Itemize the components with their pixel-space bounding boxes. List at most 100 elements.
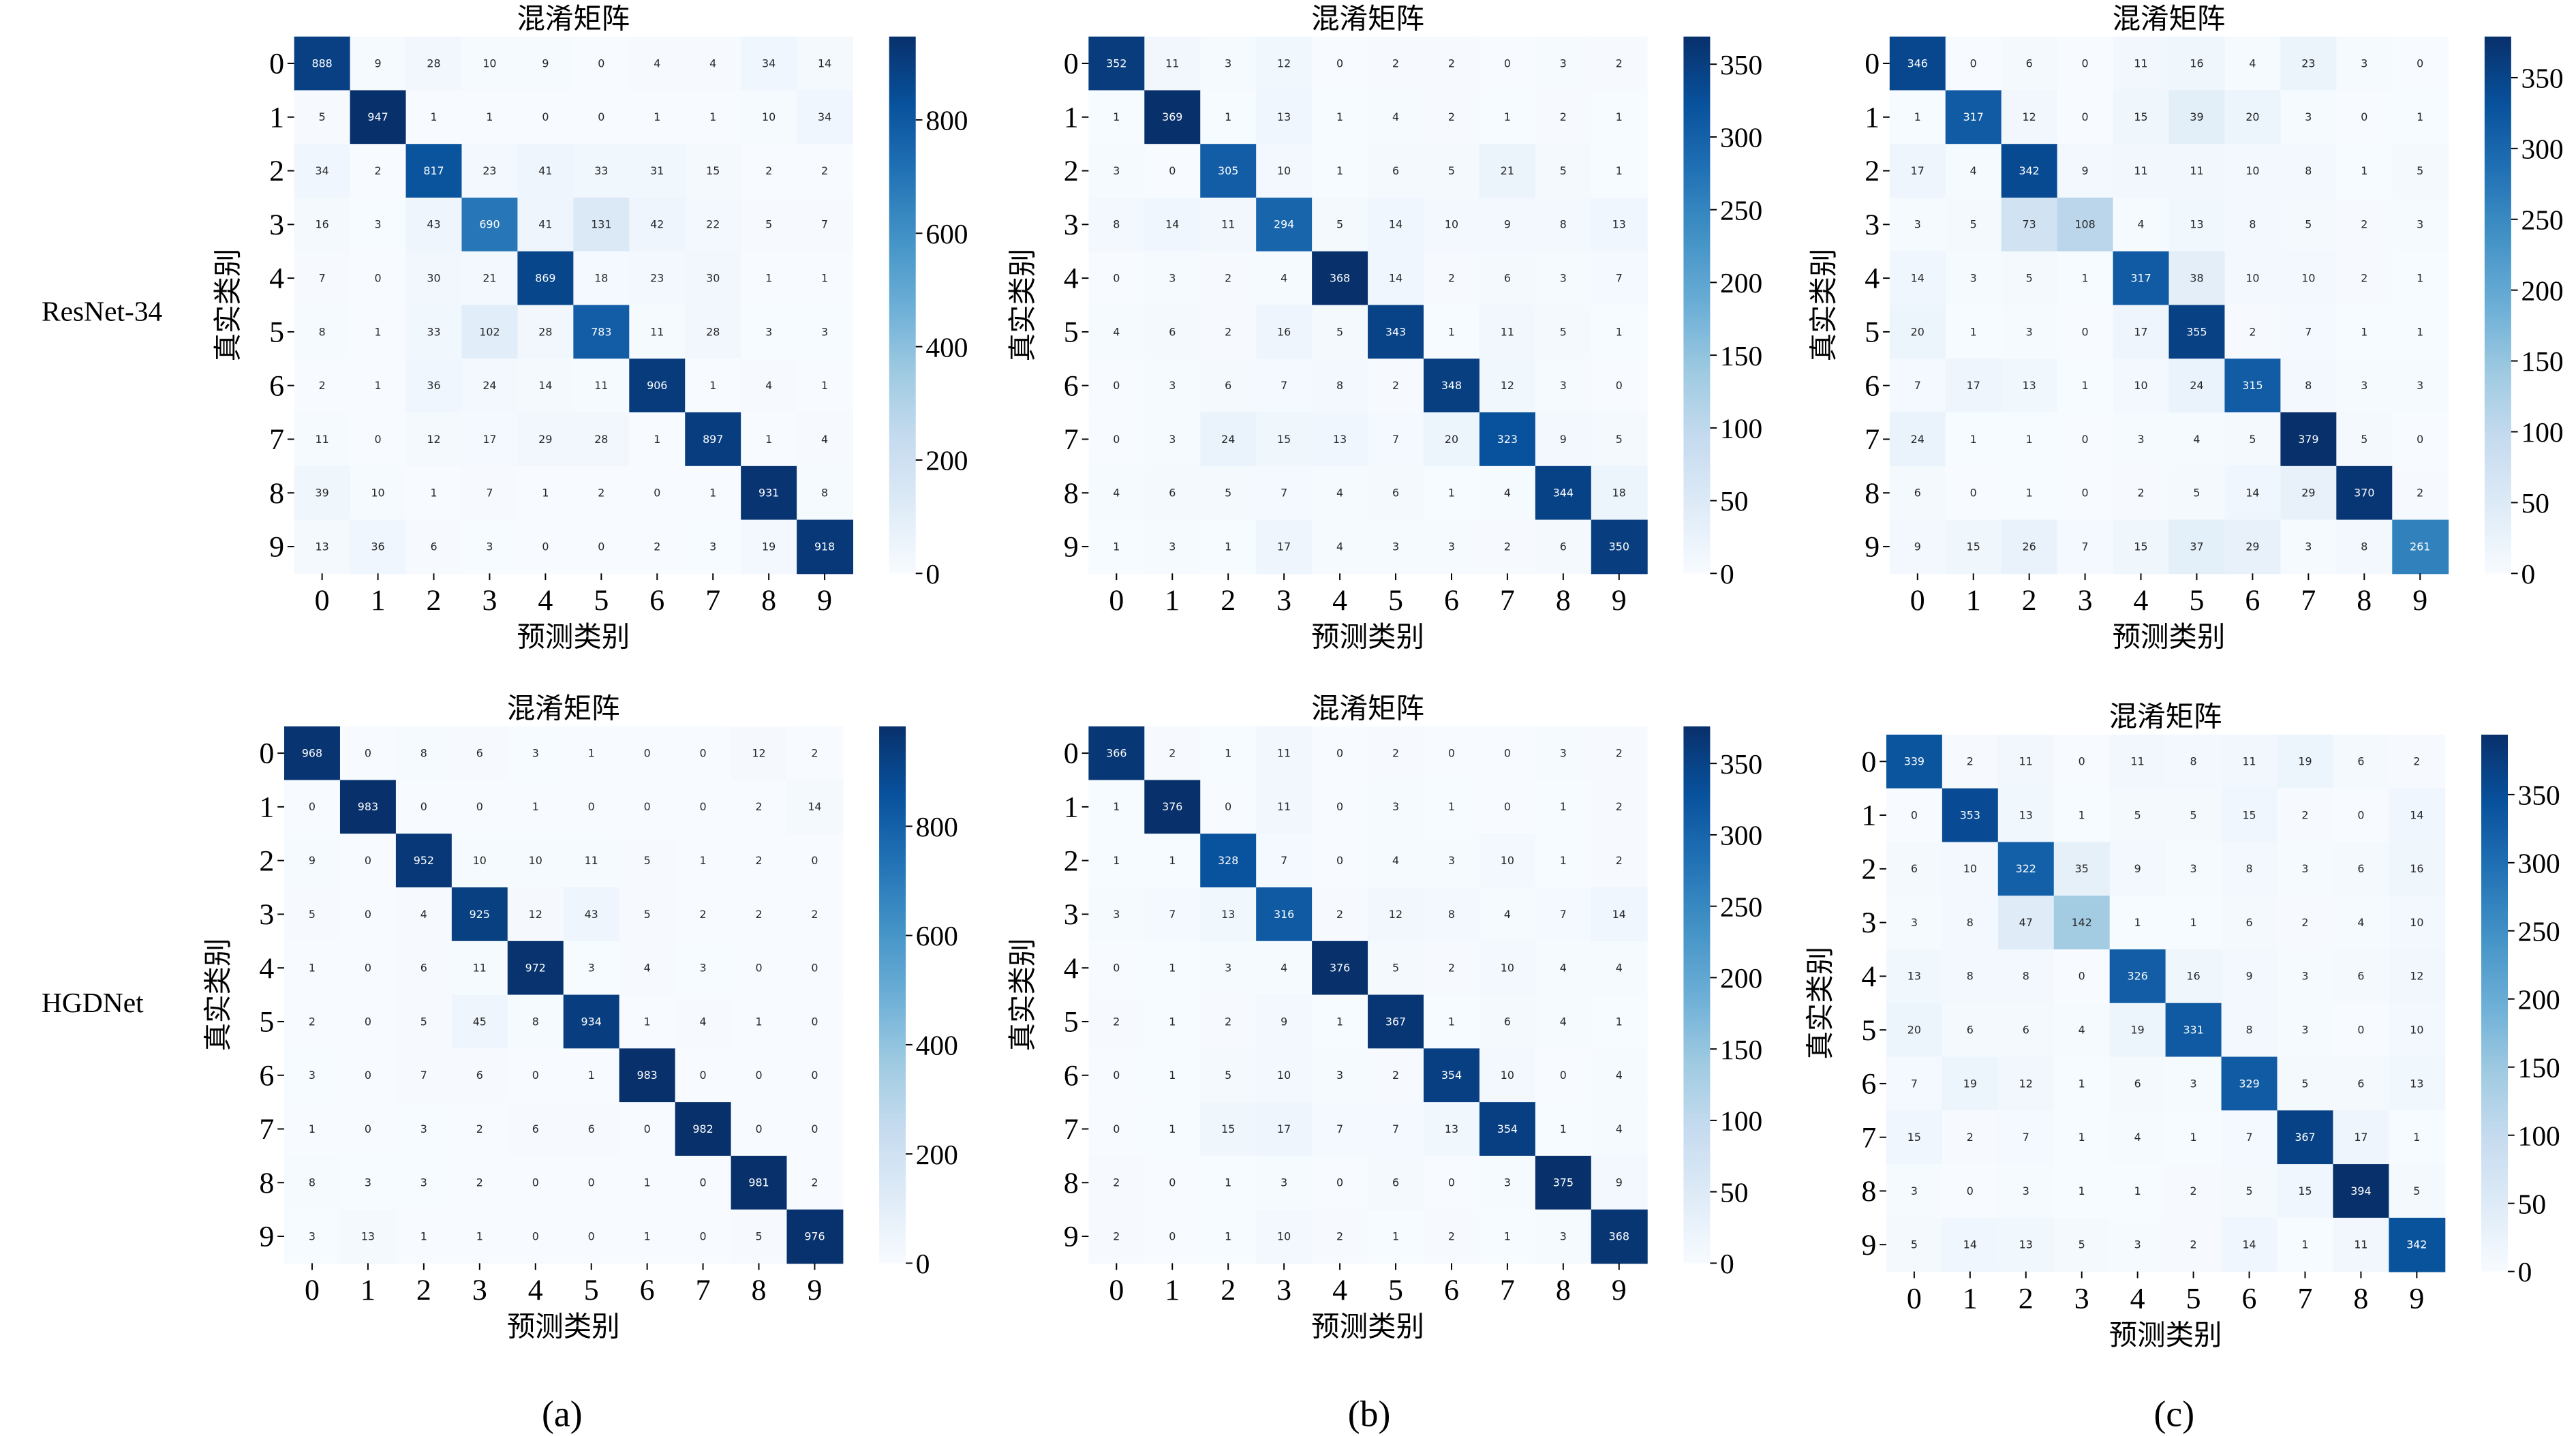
cell-value-label: 33 xyxy=(427,325,440,338)
heatmap-cell xyxy=(451,834,508,888)
colorbar-tick-label: 50 xyxy=(1720,1176,1748,1208)
cell-value-label: 9 xyxy=(2245,970,2252,983)
cell-value-label: 8 xyxy=(2023,970,2029,983)
cell-value-label: 1 xyxy=(2361,325,2367,338)
cell-value-label: 1 xyxy=(2134,1185,2141,1197)
y-tick-label: 5 xyxy=(269,316,284,349)
cell-value-label: 294 xyxy=(1274,218,1294,231)
heatmap-cell xyxy=(1312,36,1369,91)
cell-value-label: 1 xyxy=(1560,1122,1567,1135)
cell-value-label: 6 xyxy=(2357,1077,2364,1090)
heatmap-cell xyxy=(573,412,630,467)
heatmap-cell xyxy=(1423,197,1480,252)
cell-value-label: 18 xyxy=(594,271,608,284)
cell-value-label: 11 xyxy=(1221,218,1235,231)
heatmap-cell xyxy=(731,1048,788,1103)
cell-value-label: 3 xyxy=(309,1069,316,1082)
cell-value-label: 1 xyxy=(486,110,493,123)
cell-value-label: 1 xyxy=(1225,746,1231,759)
cell-value-label: 3 xyxy=(1911,916,1918,929)
cell-value-label: 4 xyxy=(1336,487,1343,500)
heatmap-cell xyxy=(1591,1155,1648,1210)
heatmap-cell xyxy=(1945,36,2002,91)
heatmap-cell xyxy=(1942,1110,1999,1165)
cell-value-label: 0 xyxy=(755,962,762,975)
cell-value-label: 41 xyxy=(538,218,552,231)
heatmap-cell xyxy=(1479,780,1536,835)
heatmap-cell xyxy=(2392,90,2449,145)
cell-value-label: 7 xyxy=(1392,1122,1399,1135)
heatmap-cell xyxy=(2389,1110,2446,1165)
heatmap-cell xyxy=(2001,519,2058,575)
heatmap-cell xyxy=(2109,896,2166,950)
cell-value-label: 2 xyxy=(1336,908,1343,921)
cell-value-label: 1 xyxy=(309,1122,316,1135)
x-tick-label: 0 xyxy=(1109,1274,1124,1307)
heatmap-cell xyxy=(619,1155,676,1210)
heatmap-cell xyxy=(1997,842,2055,897)
cell-value-label: 0 xyxy=(542,540,549,553)
cell-value-label: 42 xyxy=(650,218,664,231)
heatmap-cell xyxy=(786,1209,844,1264)
cell-value-label: 7 xyxy=(1281,379,1287,392)
heatmap-cell xyxy=(1889,197,1946,252)
cell-value-label: 3 xyxy=(532,746,539,759)
cell-value-label: 28 xyxy=(594,433,608,446)
heatmap-cell xyxy=(685,251,742,306)
cell-value-label: 3 xyxy=(375,218,382,231)
cell-value-label: 0 xyxy=(476,800,483,813)
cell-value-label: 925 xyxy=(470,908,490,921)
heatmap-cell xyxy=(2221,1217,2278,1272)
heatmap-cell xyxy=(786,1048,844,1103)
cell-value-label: 1 xyxy=(375,325,382,338)
heatmap-cell xyxy=(294,305,351,360)
heatmap-cell xyxy=(1312,994,1369,1050)
heatmap-cell xyxy=(1945,197,2002,252)
cell-value-label: 5 xyxy=(2249,433,2256,446)
cell-value-label: 1 xyxy=(1225,110,1231,123)
heatmap-cell xyxy=(1088,941,1146,996)
cell-value-label: 45 xyxy=(473,1015,487,1028)
heatmap-cell xyxy=(1088,465,1146,521)
cell-value-label: 7 xyxy=(2245,1131,2252,1144)
heatmap-cell xyxy=(786,887,844,942)
cell-value-label: 983 xyxy=(637,1069,658,1082)
heatmap-cell xyxy=(1200,519,1257,575)
cell-value-label: 5 xyxy=(309,908,316,921)
cell-value-label: 6 xyxy=(588,1122,595,1135)
heatmap-cell xyxy=(1945,144,2002,198)
cell-value-label: 2 xyxy=(765,164,772,177)
y-tick-label: 1 xyxy=(1861,799,1876,832)
confusion-matrix-hgdnet-b: 混淆矩阵 366 2 1 11 0 2 0 0 3 2 1 376 0 11 0 3 1 0 1 2 1 1 328 7 0 4 3 1… xyxy=(994,690,1762,1354)
colorbar-tick-label: 300 xyxy=(2518,847,2560,879)
cell-value-label: 7 xyxy=(1616,271,1623,284)
heatmap-cell xyxy=(675,834,732,888)
heatmap-cell xyxy=(1256,197,1313,252)
y-tick-label: 2 xyxy=(1865,155,1880,187)
x-axis-label: 预测类别 xyxy=(517,622,630,653)
heatmap-cell xyxy=(741,197,798,252)
heatmap-cell xyxy=(619,834,676,888)
x-tick-label: 5 xyxy=(594,584,609,617)
heatmap-cell xyxy=(1368,994,1424,1050)
cell-value-label: 5 xyxy=(420,1015,427,1028)
heatmap-cell xyxy=(1479,941,1536,996)
heatmap-cell xyxy=(451,994,508,1050)
cell-value-label: 2 xyxy=(1448,1229,1455,1242)
cell-value-label: 6 xyxy=(420,962,427,975)
cell-value-label: 3 xyxy=(1560,57,1567,70)
heatmap-cell xyxy=(405,358,463,414)
heatmap-cell xyxy=(2389,734,2446,789)
heatmap-cell xyxy=(517,251,574,306)
heatmap-cell xyxy=(1945,305,2002,360)
heatmap-cell xyxy=(350,251,407,306)
heatmap-cell xyxy=(573,90,630,145)
cell-value-label: 2 xyxy=(1113,1229,1120,1242)
cell-value-label: 3 xyxy=(1169,379,1176,392)
heatmap-cell xyxy=(2057,465,2114,521)
cell-value-label: 331 xyxy=(2183,1024,2203,1037)
x-tick-label: 2 xyxy=(427,584,442,617)
heatmap-cell xyxy=(1423,726,1480,781)
heatmap-cell xyxy=(451,941,508,996)
